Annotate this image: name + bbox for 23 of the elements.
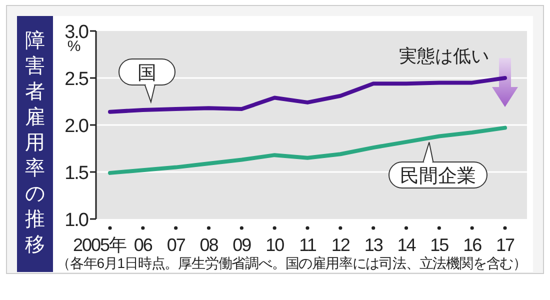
x-tick-label: 2005年 xyxy=(73,235,128,255)
text: （各年6月1日時点。厚生労働省調べ。国の雇用率には司法、立法機関を含む） xyxy=(56,255,526,271)
y-axis-title: % xyxy=(67,38,81,55)
x-tick-label: 12 xyxy=(331,235,350,255)
x-tick-label: 08 xyxy=(200,235,219,255)
series-label: 国 xyxy=(138,63,156,84)
annotation: 実態は低い xyxy=(399,46,489,66)
y-tick-label: 2.0 xyxy=(64,116,88,137)
x-tick-label: 09 xyxy=(232,235,252,255)
x-tick-label: 10 xyxy=(266,235,285,255)
x-tick-label: 11 xyxy=(299,235,317,255)
x-tick-label: 17 xyxy=(496,235,515,255)
y-tick-label: 1.5 xyxy=(64,163,88,184)
x-tick-label: 15 xyxy=(430,235,450,255)
x-tick-label: 07 xyxy=(166,235,186,255)
title: 障害者雇用率の推移 xyxy=(25,30,45,256)
series-label: 民間企業 xyxy=(400,166,476,187)
x-tick-label: 06 xyxy=(134,235,153,255)
x-tick-label: 13 xyxy=(364,235,384,255)
x-tick-label: 14 xyxy=(397,235,416,255)
y-tick-label: 2.5 xyxy=(64,69,88,90)
y-tick-label: 1.0 xyxy=(64,210,88,231)
x-tick-label: 16 xyxy=(463,235,482,255)
